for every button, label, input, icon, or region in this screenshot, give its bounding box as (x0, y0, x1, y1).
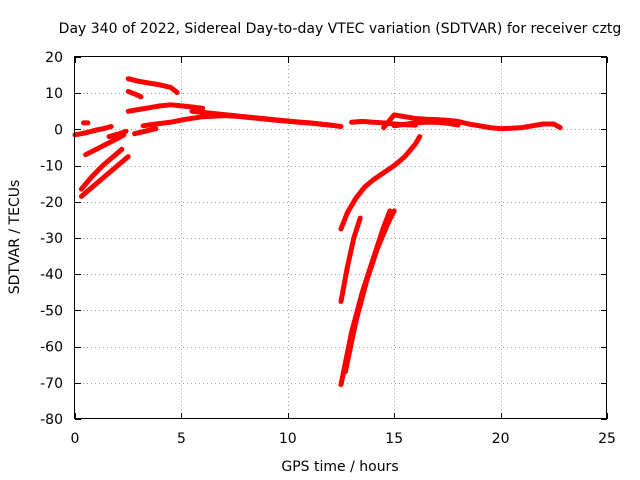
sdtvar-trace-12 (189, 108, 333, 128)
grid-layer (75, 57, 607, 419)
sdtvar-trace-1 (72, 124, 114, 138)
tick-layer: 0 5 10 15 20 25 20 10 0 -10 -20 -30 -40 -50 -60 -70 -80 (40, 50, 616, 447)
sdtvar-trace-5 (78, 146, 125, 192)
y-tick-label: -40 (40, 267, 63, 283)
y-tick-label: -10 (40, 159, 63, 175)
sdtvar-trace-10 (132, 126, 159, 137)
sdtvar-trace-6 (78, 154, 131, 199)
sdtvar-trace-7 (125, 76, 180, 95)
x-axis-label: GPS time / hours (281, 459, 398, 475)
x-tick-label: 25 (598, 431, 616, 447)
plot-frame (74, 56, 607, 419)
sdtvar-trace-3 (106, 128, 129, 140)
x-tick-label: 5 (177, 431, 186, 447)
y-tick-label: 10 (45, 86, 63, 102)
trace-layer (72, 76, 563, 388)
y-tick-label: -70 (40, 376, 63, 392)
sdtvar-trace-4 (83, 132, 127, 158)
sdtvar-trace-8 (125, 88, 144, 100)
x-tick-label: 20 (492, 431, 510, 447)
x-tick-label: 10 (279, 431, 297, 447)
sdtvar-trace-19 (342, 208, 397, 375)
sdtvar-trace-16 (338, 134, 423, 232)
x-tick-label: 0 (71, 431, 80, 447)
y-tick-label: -60 (40, 340, 63, 356)
sdtvar-trace-14 (381, 112, 563, 132)
sdtvar-trace-17 (338, 215, 363, 304)
y-tick-label: 20 (45, 50, 63, 66)
sdtvar-trace-15 (391, 119, 461, 129)
chart-title: Day 340 of 2022, Sidereal Day-to-day VTE… (59, 21, 622, 37)
y-axis-label: SDTVAR / TECUs (7, 180, 23, 295)
y-tick-label: 0 (54, 122, 63, 138)
y-tick-label: -30 (40, 231, 63, 247)
sdtvar-trace-9 (125, 102, 206, 114)
y-tick-label: -50 (40, 303, 63, 319)
y-tick-label: -20 (40, 195, 63, 211)
x-tick-label: 15 (385, 431, 403, 447)
y-tick-label: -80 (40, 412, 63, 428)
